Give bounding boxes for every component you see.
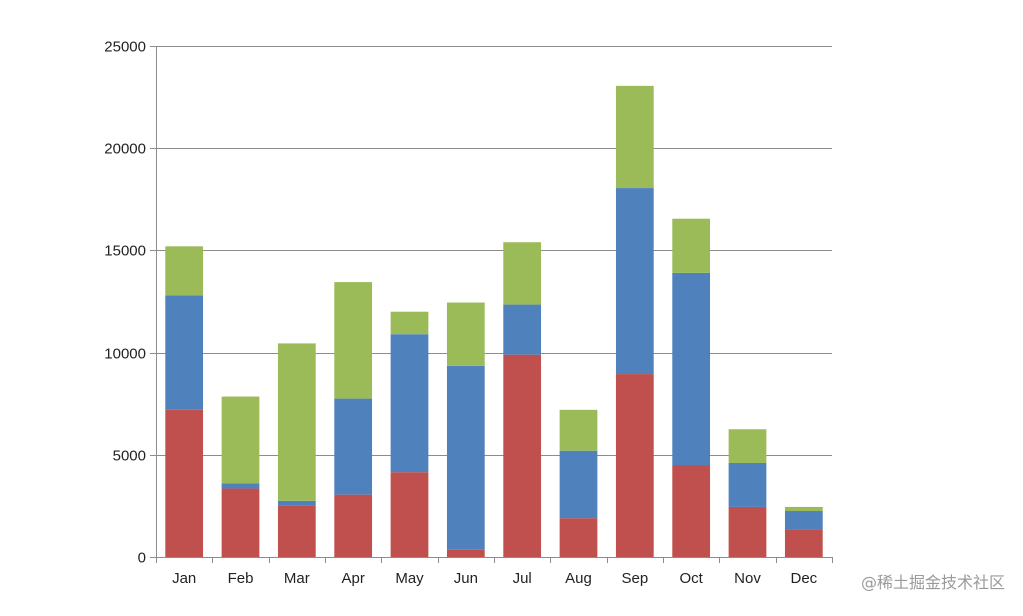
- x-tick-label-jun: Jun: [454, 570, 478, 587]
- bar-may-series-1: [390, 472, 429, 557]
- bar-mar-series-1: [277, 505, 316, 557]
- axes: [150, 46, 833, 563]
- watermark: @稀土掘金技术社区: [860, 573, 1005, 592]
- bar-aug-series-3: [559, 409, 598, 451]
- bar-dec-series-2: [784, 511, 823, 530]
- bar-nov-series-3: [728, 429, 767, 463]
- bar-feb-series-3: [221, 396, 260, 484]
- bar-jun-series-3: [446, 302, 485, 366]
- x-tick-label-feb: Feb: [228, 570, 254, 587]
- bar-jul-series-3: [503, 242, 542, 305]
- bar-nov-series-2: [728, 462, 767, 507]
- bar-may-series-3: [390, 311, 429, 335]
- bar-may-series-2: [390, 334, 429, 473]
- bar-sep-series-1: [615, 374, 654, 557]
- x-tick-label-jul: Jul: [513, 570, 532, 587]
- bars: [165, 85, 823, 557]
- bar-jun-series-1: [446, 549, 485, 557]
- x-axis-tick-labels: Jan Feb Mar Apr May Jun Jul Aug Sep Oct Nov Dec: [172, 570, 818, 587]
- bar-jul-series-1: [503, 354, 542, 557]
- bar-oct-series-2: [672, 272, 711, 466]
- y-tick-label: 0: [138, 550, 146, 567]
- bar-sep-series-3: [615, 85, 654, 189]
- bar-jul-series-2: [503, 304, 542, 355]
- bar-oct-series-3: [672, 218, 711, 273]
- x-tick-label-jan: Jan: [172, 570, 196, 587]
- bar-jan-series-1: [165, 409, 204, 557]
- x-tick-label-may: May: [395, 570, 424, 587]
- bar-oct-series-1: [672, 465, 711, 557]
- bar-jan-series-3: [165, 246, 204, 296]
- bar-mar-series-3: [277, 343, 316, 501]
- bar-aug-series-2: [559, 450, 598, 519]
- y-tick-label: 10000: [104, 346, 146, 363]
- bar-mar-series-2: [277, 500, 316, 506]
- x-tick-label-nov: Nov: [734, 570, 761, 587]
- bar-sep-series-2: [615, 188, 654, 375]
- bar-apr-series-2: [334, 398, 373, 495]
- y-tick-label: 25000: [104, 39, 146, 56]
- y-tick-label: 5000: [113, 448, 146, 465]
- x-tick-label-apr: Apr: [341, 570, 364, 587]
- x-tick-label-dec: Dec: [790, 570, 817, 587]
- x-tick-label-sep: Sep: [621, 570, 648, 587]
- bar-dec-series-1: [784, 529, 823, 557]
- bar-jun-series-2: [446, 365, 485, 550]
- x-tick-label-mar: Mar: [284, 570, 310, 587]
- y-tick-label: 20000: [104, 141, 146, 158]
- y-tick-label: 15000: [104, 243, 146, 260]
- bar-jan-series-2: [165, 295, 204, 410]
- bar-aug-series-1: [559, 518, 598, 557]
- gridlines: [156, 46, 832, 456]
- bar-dec-series-3: [784, 506, 823, 512]
- bar-feb-series-2: [221, 483, 260, 489]
- bar-apr-series-3: [334, 282, 373, 399]
- bar-apr-series-1: [334, 494, 373, 557]
- bar-feb-series-1: [221, 488, 260, 557]
- x-tick-label-oct: Oct: [679, 570, 703, 587]
- x-tick-label-aug: Aug: [565, 570, 592, 587]
- bar-nov-series-1: [728, 506, 767, 557]
- y-axis-tick-labels: 0 5000 10000 15000 20000 25000: [104, 39, 146, 567]
